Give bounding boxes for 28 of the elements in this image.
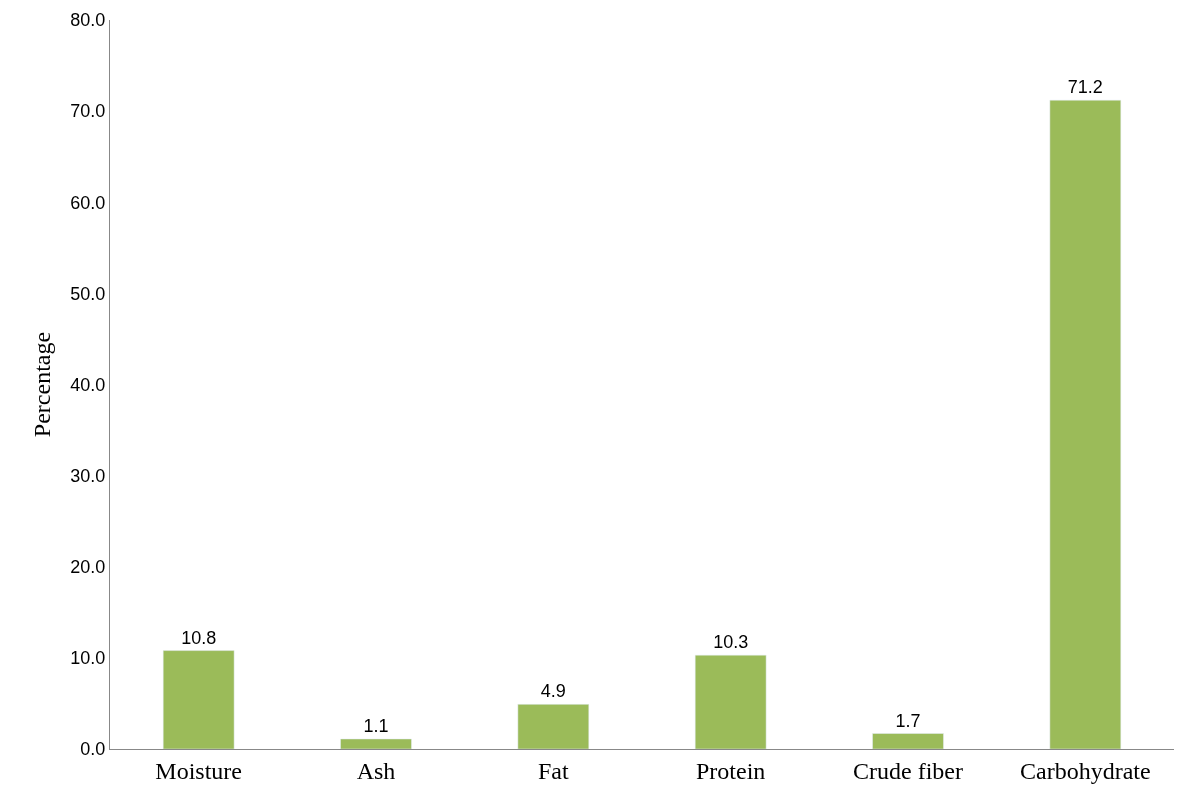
x-tick-label: Ash bbox=[356, 757, 396, 784]
bar bbox=[340, 738, 412, 749]
y-tick-label: 80.0 bbox=[70, 10, 106, 31]
data-label: 10.8 bbox=[181, 627, 217, 648]
x-tick-label: Crude fiber bbox=[853, 757, 963, 784]
bar bbox=[162, 650, 235, 749]
bar bbox=[872, 733, 944, 749]
x-tick-label: Carbohydrate bbox=[1020, 757, 1151, 784]
y-tick-label: 10.0 bbox=[70, 648, 106, 669]
x-tick-label: Fat bbox=[537, 757, 569, 784]
data-label: 71.2 bbox=[1067, 77, 1103, 98]
bar bbox=[517, 704, 590, 749]
data-label: 1.1 bbox=[363, 715, 389, 736]
x-tick-label: Protein bbox=[696, 757, 766, 784]
y-axis-title: Percentage bbox=[29, 331, 56, 438]
bar bbox=[1049, 99, 1122, 749]
x-tick-label: Moisture bbox=[155, 757, 243, 784]
y-tick-label: 30.0 bbox=[70, 465, 106, 486]
data-label: 4.9 bbox=[540, 681, 566, 702]
bar bbox=[694, 654, 767, 749]
y-tick-label: 40.0 bbox=[70, 374, 106, 395]
data-label: 1.7 bbox=[895, 710, 921, 731]
data-label: 10.3 bbox=[713, 632, 749, 653]
y-tick-label: 0.0 bbox=[80, 739, 106, 760]
y-tick-label: 60.0 bbox=[70, 192, 106, 213]
y-tick-label: 20.0 bbox=[70, 557, 106, 578]
y-tick-label: 70.0 bbox=[70, 101, 106, 122]
y-tick-label: 50.0 bbox=[70, 283, 106, 304]
